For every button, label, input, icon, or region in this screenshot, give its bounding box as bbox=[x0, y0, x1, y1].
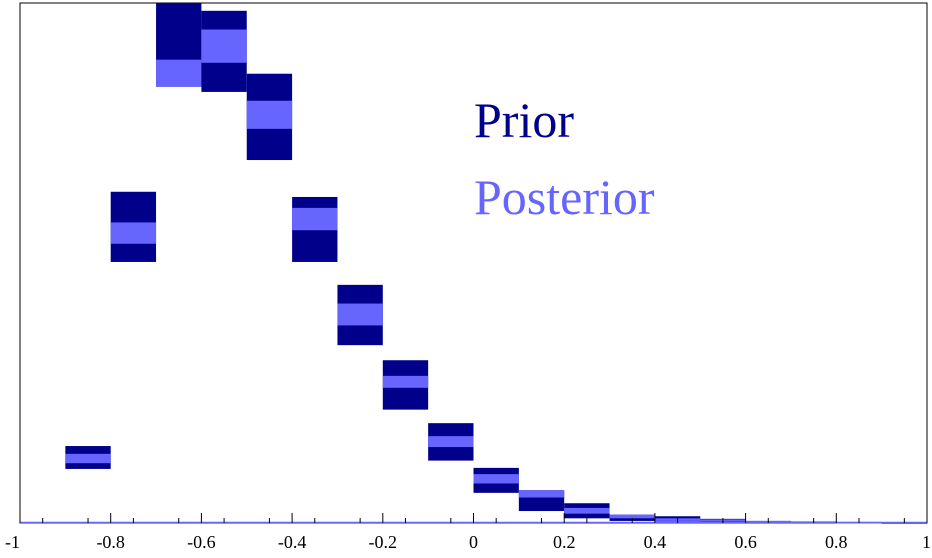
posterior-bar-8 bbox=[428, 436, 474, 448]
posterior-bar-7 bbox=[382, 375, 429, 388]
bars-layer bbox=[20, 3, 927, 524]
posterior-bar-6 bbox=[337, 303, 383, 326]
x-tick-label-2: -0.6 bbox=[187, 532, 216, 552]
x-tick-label-1: -0.8 bbox=[96, 532, 125, 552]
x-tick-label-4: -0.2 bbox=[369, 532, 398, 552]
posterior-bar-9 bbox=[473, 474, 519, 484]
x-tick-label-0: -1 bbox=[5, 532, 20, 552]
posterior-bar-0 bbox=[65, 453, 111, 464]
posterior-bar-1 bbox=[110, 222, 157, 244]
x-tick-label-5: 0 bbox=[469, 532, 478, 552]
x-tick-label-10: 1 bbox=[922, 532, 931, 552]
legend-posterior: Posterior bbox=[474, 169, 655, 225]
x-tick-label-6: 0.2 bbox=[553, 532, 576, 552]
legend-prior: Prior bbox=[474, 92, 574, 148]
posterior-bar-10 bbox=[518, 490, 565, 498]
posterior-bar-4 bbox=[246, 100, 293, 129]
x-tick-label-8: 0.6 bbox=[734, 532, 757, 552]
posterior-bar-5 bbox=[292, 207, 338, 231]
posterior-bar-2 bbox=[156, 59, 202, 87]
x-axis: -1 -0.8 -0.6 -0.4 -0.2 0 0.2 0.4 0.6 0.8 1 bbox=[5, 513, 931, 552]
posterior-bar-3 bbox=[201, 29, 247, 63]
x-tick-label-9: 0.8 bbox=[825, 532, 848, 552]
x-tick-label-3: -0.4 bbox=[278, 532, 307, 552]
posterior-bar-11 bbox=[564, 507, 610, 514]
posterior-bar-12 bbox=[609, 514, 655, 519]
legend: Prior Posterior bbox=[474, 92, 655, 225]
x-tick-label-7: 0.4 bbox=[644, 532, 667, 552]
